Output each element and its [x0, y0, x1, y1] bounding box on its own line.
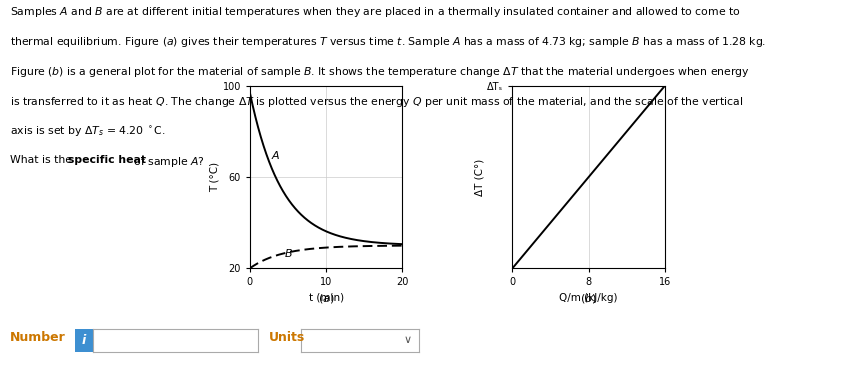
Text: thermal equilibrium. Figure ($a$) gives their temperatures $T$ versus time $t$. : thermal equilibrium. Figure ($a$) gives …	[10, 35, 767, 49]
X-axis label: Q/m (kJ/kg): Q/m (kJ/kg)	[559, 293, 618, 303]
Text: What is the: What is the	[10, 155, 75, 165]
Text: of sample $A$?: of sample $A$?	[130, 155, 205, 169]
Text: $A$: $A$	[271, 149, 280, 161]
X-axis label: t (min): t (min)	[308, 293, 344, 303]
Text: Units: Units	[269, 331, 306, 344]
Text: i: i	[81, 334, 86, 347]
Y-axis label: T (°C): T (°C)	[210, 162, 219, 192]
Text: Figure ($b$) is a general plot for the material of sample $B$. It shows the temp: Figure ($b$) is a general plot for the m…	[10, 65, 750, 79]
Text: specific heat: specific heat	[68, 155, 146, 165]
Text: ($b$): ($b$)	[580, 292, 597, 305]
Text: $B$: $B$	[284, 247, 293, 259]
Y-axis label: ΔT (C°): ΔT (C°)	[474, 158, 484, 196]
Text: Number: Number	[10, 331, 66, 344]
Text: ∨: ∨	[403, 335, 412, 345]
Text: is transferred to it as heat $Q$. The change $\Delta T$ is plotted versus the en: is transferred to it as heat $Q$. The ch…	[10, 95, 744, 109]
Text: axis is set by $\Delta T_s$ = 4.20 $^\circ$C.: axis is set by $\Delta T_s$ = 4.20 $^\ci…	[10, 125, 166, 139]
Text: ($a$): ($a$)	[318, 292, 335, 305]
Text: Samples $A$ and $B$ are at different initial temperatures when they are placed i: Samples $A$ and $B$ are at different ini…	[10, 5, 741, 19]
